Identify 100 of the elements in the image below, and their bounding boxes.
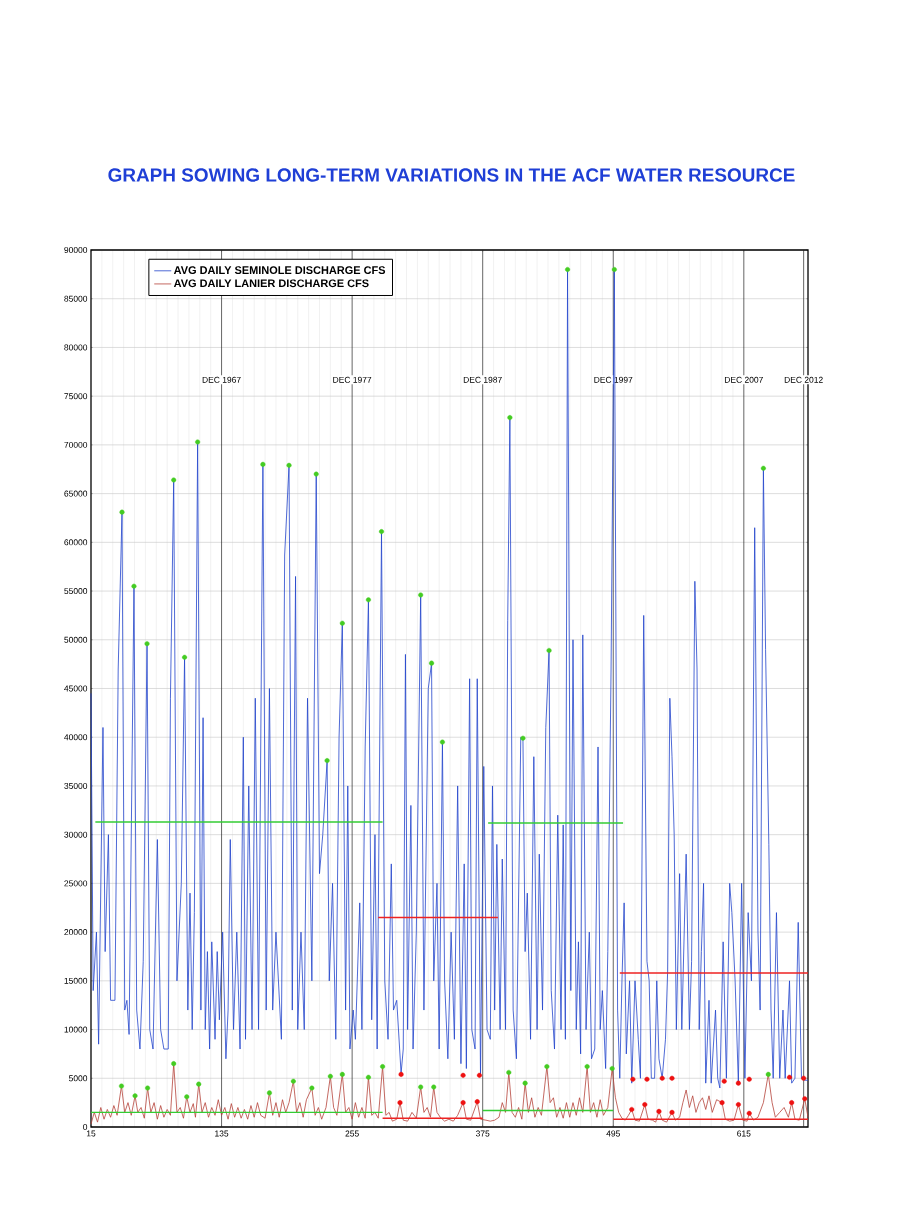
- point: [801, 1075, 807, 1081]
- point: [324, 758, 330, 764]
- point: [460, 1072, 466, 1078]
- x-tick-label: 135: [215, 1130, 229, 1137]
- x-tick-label: 375: [475, 1130, 490, 1137]
- legend-label: AVG DAILY SEMINOLE DISCHARGE CFS: [173, 266, 386, 274]
- ref-line-label: DEC 1987: [463, 376, 502, 383]
- y-tick-label: 85000: [64, 295, 88, 302]
- ref-line-label: DEC 2012: [784, 376, 823, 383]
- point: [746, 1076, 752, 1082]
- point: [397, 1100, 403, 1106]
- point: [339, 1071, 345, 1077]
- y-tick-label: 75000: [64, 393, 88, 400]
- point: [787, 1074, 792, 1080]
- point: [642, 1102, 648, 1108]
- point: [544, 1064, 550, 1070]
- y-tick-label: 80000: [64, 344, 88, 351]
- y-tick-label: 35000: [64, 782, 88, 789]
- point: [380, 1064, 386, 1070]
- point: [429, 660, 435, 666]
- point: [584, 1064, 590, 1070]
- x-tick-label: 255: [345, 1130, 359, 1137]
- y-tick-label: 0: [83, 1124, 88, 1130]
- point: [365, 1074, 371, 1080]
- point: [565, 267, 571, 272]
- point: [286, 462, 292, 468]
- point: [735, 1102, 741, 1108]
- point: [184, 1094, 190, 1100]
- ref-line-label: DEC 1967: [202, 376, 241, 383]
- y-tick-label: 10000: [64, 1026, 88, 1033]
- point: [669, 1075, 675, 1081]
- point: [290, 1078, 296, 1084]
- point: [506, 1069, 512, 1075]
- point: [313, 471, 319, 477]
- point: [431, 1084, 437, 1090]
- point: [398, 1071, 404, 1077]
- point: [132, 1093, 138, 1099]
- point: [195, 439, 201, 445]
- point: [182, 654, 188, 660]
- point: [145, 1085, 151, 1091]
- point: [630, 1076, 636, 1082]
- point: [611, 267, 617, 272]
- x-tick-label: 15: [86, 1130, 96, 1137]
- point: [735, 1080, 741, 1086]
- point: [131, 583, 137, 589]
- point: [520, 735, 526, 741]
- point: [171, 477, 177, 483]
- point: [746, 1110, 752, 1116]
- point: [327, 1073, 333, 1079]
- chart-title: GRAPH SOWING LONG-TERM VARIATIONS IN THE ACF WATER RESOURCE: [108, 168, 795, 182]
- point: [119, 509, 125, 515]
- point: [659, 1075, 665, 1081]
- ref-line-label: DEC 1997: [594, 376, 633, 383]
- point: [266, 1090, 272, 1096]
- point: [476, 1072, 482, 1078]
- ref-line-label: DEC 1977: [333, 376, 372, 383]
- y-tick-label: 60000: [64, 539, 88, 546]
- y-tick-label: 70000: [64, 441, 88, 448]
- point: [418, 1084, 424, 1090]
- point: [609, 1066, 615, 1072]
- point: [719, 1100, 725, 1106]
- y-tick-label: 30000: [64, 831, 88, 838]
- point: [196, 1081, 202, 1087]
- point: [507, 415, 513, 421]
- point: [460, 1100, 466, 1106]
- x-tick-label: 615: [737, 1130, 751, 1137]
- point: [439, 739, 445, 745]
- point: [171, 1061, 177, 1067]
- point: [379, 529, 384, 535]
- point: [760, 465, 766, 471]
- point: [765, 1071, 771, 1077]
- point: [144, 641, 150, 647]
- point: [418, 592, 424, 598]
- point: [721, 1078, 727, 1084]
- point: [802, 1096, 808, 1102]
- legend-label: AVG DAILY LANIER DISCHARGE CFS: [173, 279, 369, 288]
- y-tick-label: 20000: [64, 929, 88, 936]
- y-tick-label: 15000: [64, 977, 88, 984]
- y-tick-label: 65000: [64, 490, 88, 497]
- point: [339, 620, 345, 626]
- point: [546, 648, 552, 653]
- point: [260, 461, 266, 467]
- point: [669, 1109, 675, 1115]
- point: [309, 1085, 315, 1091]
- point: [629, 1106, 635, 1112]
- y-tick-label: 55000: [64, 588, 88, 595]
- point: [656, 1108, 662, 1114]
- point: [522, 1080, 528, 1086]
- point: [789, 1100, 795, 1106]
- point: [474, 1099, 480, 1105]
- y-tick-label: 40000: [64, 734, 88, 741]
- point: [644, 1076, 650, 1082]
- y-tick-label: 25000: [64, 880, 88, 887]
- y-tick-label: 5000: [68, 1075, 88, 1082]
- ref-line-label: DEC 2007: [724, 376, 763, 383]
- y-tick-label: 50000: [64, 636, 88, 643]
- point: [118, 1083, 124, 1089]
- point: [365, 597, 371, 603]
- x-tick-label: 495: [606, 1130, 620, 1137]
- y-tick-label: 90000: [64, 247, 88, 253]
